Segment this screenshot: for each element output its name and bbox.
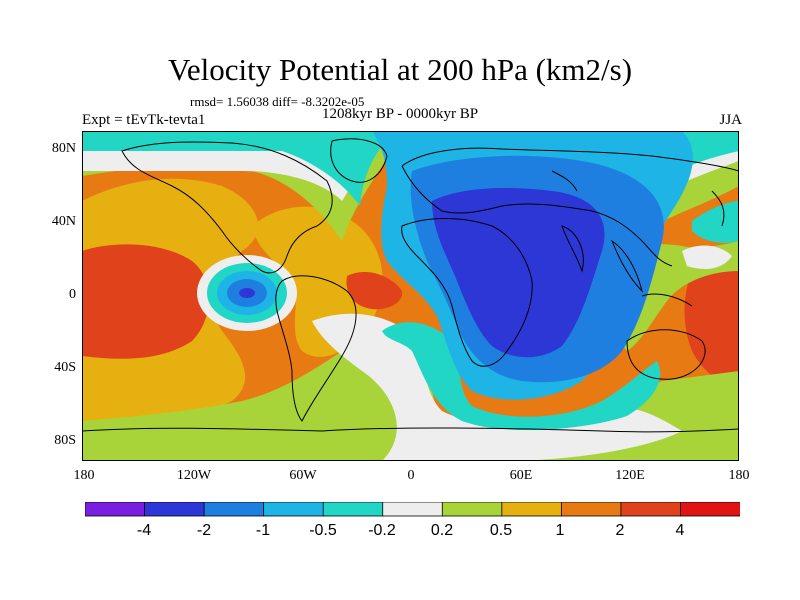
colorbar-label: 0.2 xyxy=(430,522,454,539)
coastlines xyxy=(82,138,739,433)
colorbar-label: -2 xyxy=(196,522,212,539)
lat-label-80n: 80N xyxy=(51,141,76,156)
lon-label-180e: 180 xyxy=(728,468,750,483)
colorbar-label: 2 xyxy=(615,522,625,539)
lat-label-80s: 80S xyxy=(54,433,76,448)
map-panel xyxy=(82,131,739,461)
colorbar-label: 1 xyxy=(555,522,565,539)
colorbar-swatch xyxy=(203,502,265,517)
contour-core-red-west xyxy=(82,244,209,359)
map-border xyxy=(82,131,739,461)
colorbar xyxy=(85,502,740,517)
contour-band-white-north xyxy=(82,131,739,221)
lon-label-0: 0 xyxy=(407,468,415,483)
colorbar-swatch xyxy=(322,502,384,517)
colorbar-label: 4 xyxy=(675,522,685,539)
lat-label-40s: 40S xyxy=(54,360,76,375)
lat-label-40n: 40N xyxy=(51,214,76,229)
colorbar-swatch xyxy=(85,502,146,517)
map-title: Velocity Potential at 200 hPa (km2/s) xyxy=(167,52,633,87)
stats-text: rmsd= 1.56038 diff= -8.3202e-05 xyxy=(190,94,365,109)
lon-label-180w: 180 xyxy=(73,468,95,483)
lon-label-120w: 120W xyxy=(176,468,212,483)
season-label: JJA xyxy=(719,112,742,128)
contour-band-teal-east xyxy=(692,201,739,243)
colorbar-label: -0.2 xyxy=(368,522,396,539)
lat-label-eq: 0 xyxy=(69,287,76,302)
period-label: 1208kyr BP - 0000kyr BP xyxy=(322,106,479,122)
colorbar-label: -4 xyxy=(136,522,152,539)
colorbar-swatch xyxy=(263,502,325,517)
colorbar-swatch xyxy=(680,502,740,517)
contour-core-darkblue xyxy=(432,188,605,358)
lon-label-120e: 120E xyxy=(615,468,645,483)
contour-band-white-east xyxy=(682,245,732,269)
colorbar-swatch xyxy=(441,502,503,517)
colorbar-swatch xyxy=(620,502,682,517)
contour-bullseye-core xyxy=(239,288,255,298)
colorbar-label: -1 xyxy=(255,522,271,539)
contour-core-red-east xyxy=(684,268,739,391)
contour-core-red-atlantic xyxy=(346,271,403,310)
lon-label-60w: 60W xyxy=(289,468,317,483)
colorbar-swatch xyxy=(560,502,622,517)
colorbar-label: 0.5 xyxy=(489,522,513,539)
colorbar-swatch xyxy=(144,502,205,517)
colorbar-swatch xyxy=(501,502,563,517)
colorbar-swatch xyxy=(382,502,444,517)
experiment-label: Expt = tEvTk-tevta1 xyxy=(82,112,206,128)
colorbar-label: -0.5 xyxy=(309,522,337,539)
lon-label-60e: 60E xyxy=(509,468,533,483)
